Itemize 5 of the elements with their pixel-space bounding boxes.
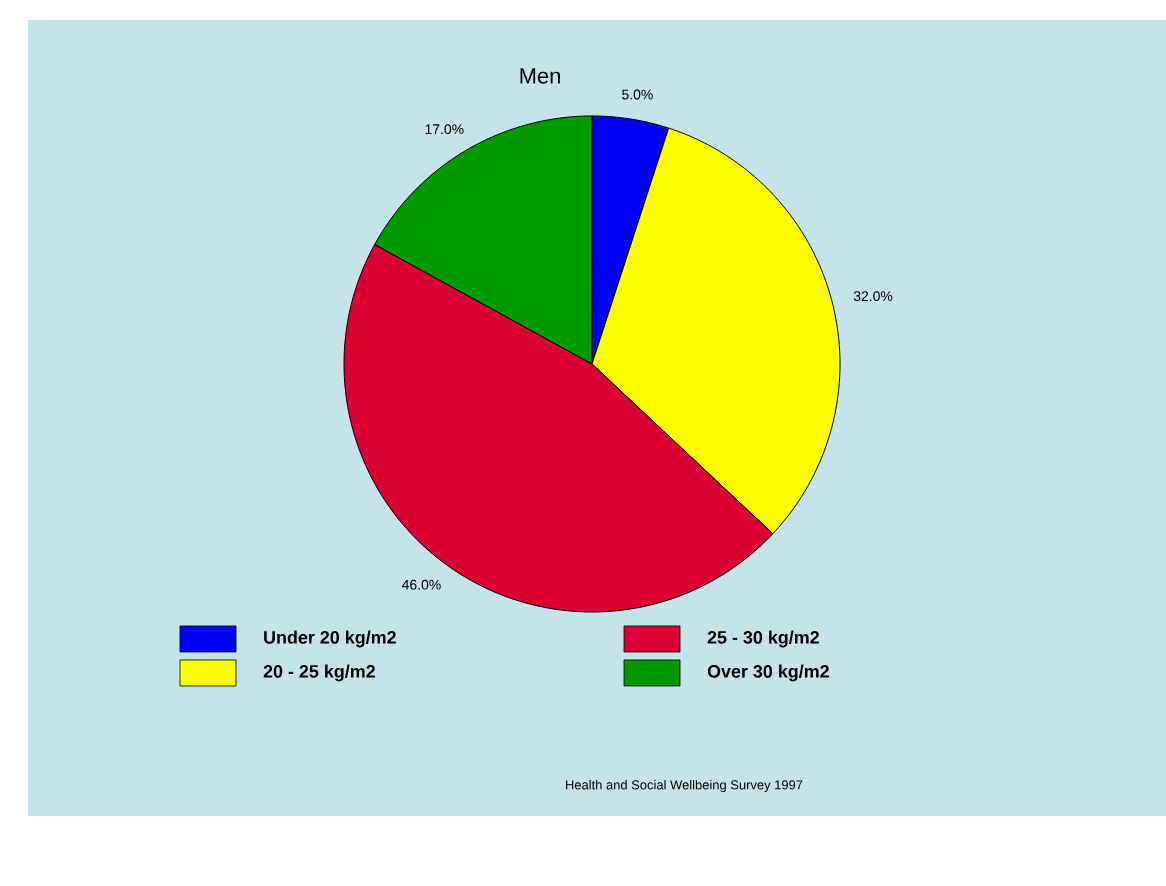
legend-label: Over 30 kg/m2	[707, 664, 829, 682]
legend-label: 25 - 30 kg/m2	[707, 630, 819, 648]
legend-label: Under 20 kg/m2	[264, 630, 396, 648]
chart-title: Men	[520, 68, 560, 84]
legend-label: 20 - 25 kg/m2	[263, 664, 375, 682]
